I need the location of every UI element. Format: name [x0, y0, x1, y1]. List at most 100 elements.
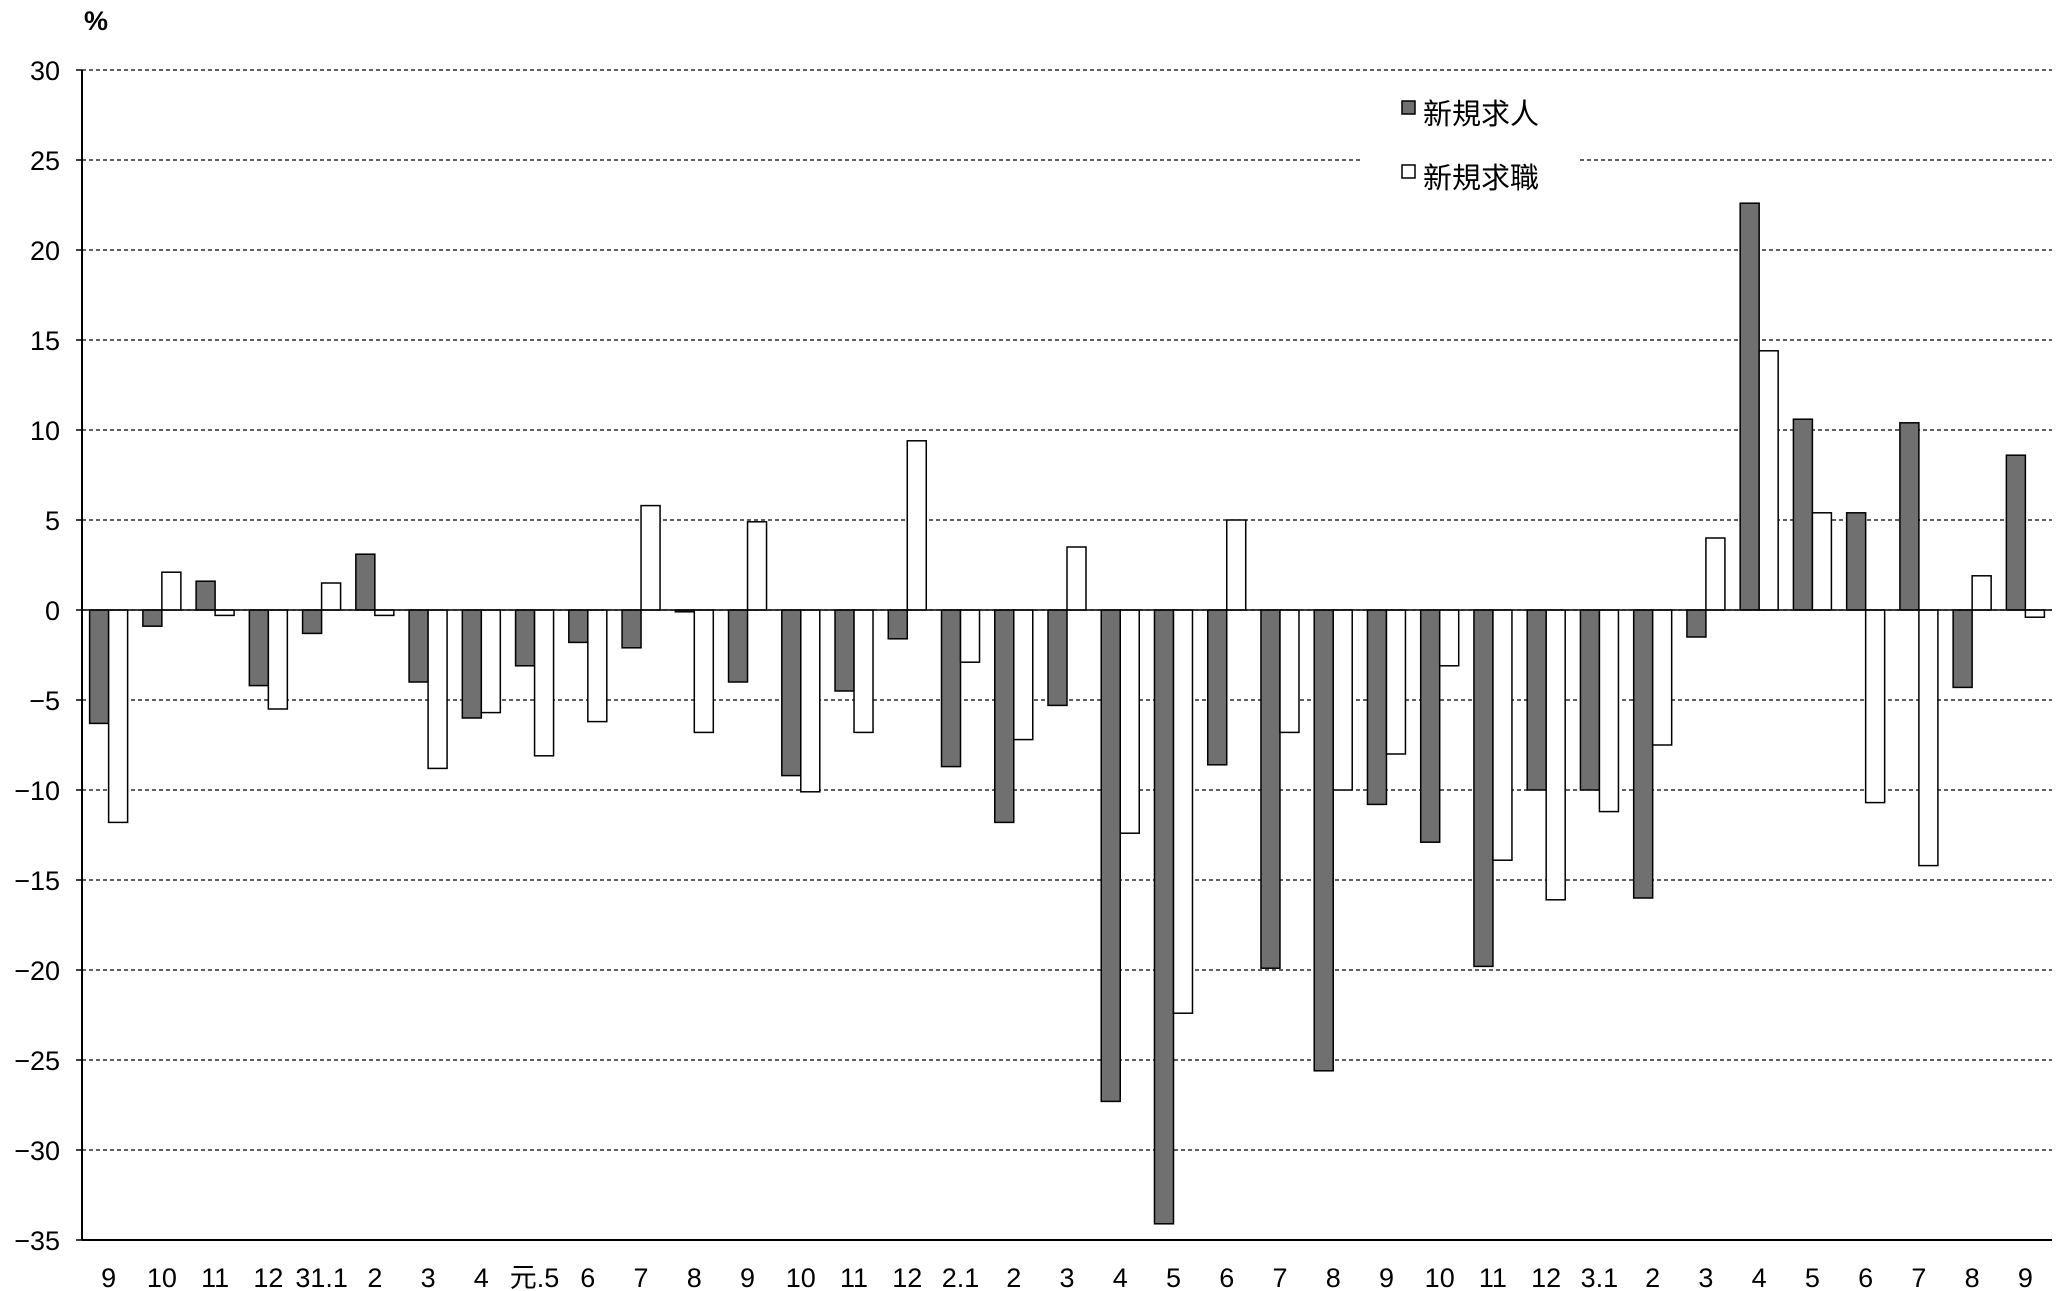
y-tick-label: 15 — [30, 326, 60, 356]
bar-new-job-offers-13 — [781, 609, 802, 777]
bar-new-job-offers-30 — [1686, 609, 1707, 638]
bar-new-job-seekers-17 — [1013, 609, 1034, 741]
bars — [88, 202, 2046, 1225]
legend-background — [1360, 88, 1580, 200]
y-tick-label: −20 — [14, 956, 60, 986]
bar-new-job-offers-15 — [887, 609, 909, 640]
bar-new-job-offers-36 — [2005, 454, 2027, 611]
bar-new-job-offers-10 — [621, 609, 642, 649]
bar-new-job-offers-21 — [1206, 609, 1228, 766]
x-tick-label: 12 — [1531, 1263, 1561, 1291]
bar-new-job-offers-26 — [1473, 609, 1494, 968]
x-tick-labels: 9 10 11 12 31.1 2 3 4 元.5 6 7 8 9 10 11 12 2.1 2 3 4 5 6 7 8 9 10… — [101, 1263, 2033, 1291]
bar-new-job-seekers-7 — [480, 609, 502, 714]
y-tick-label: −30 — [14, 1136, 60, 1166]
bar-new-job-offers-24 — [1366, 609, 1388, 806]
legend-label-new-job-seekers: 新規求職 — [1423, 161, 1539, 195]
y-tick-label: 0 — [45, 596, 60, 626]
x-tick-label: 7 — [634, 1263, 649, 1291]
bar-new-job-seekers-24 — [1385, 609, 1407, 755]
legend: 新規求人 新規求職 — [1360, 88, 1580, 200]
x-tick-label: 6 — [1219, 1263, 1234, 1291]
bar-new-job-offers-5 — [355, 553, 376, 611]
bar-new-job-seekers-10 — [640, 504, 661, 611]
x-tick-label: 6 — [580, 1263, 595, 1291]
x-tick-label: 11 — [201, 1263, 229, 1291]
legend-label-new-job-offers: 新規求人 — [1423, 97, 1539, 131]
x-tick-label: 31.1 — [295, 1263, 348, 1291]
x-tick-label: 10 — [1425, 1263, 1455, 1291]
bar-new-job-seekers-2 — [214, 609, 235, 617]
bar-new-job-seekers-18 — [1066, 546, 1087, 611]
bar-new-job-seekers-15 — [906, 440, 928, 611]
bar-new-job-offers-17 — [994, 609, 1015, 824]
bar-new-job-offers-19 — [1100, 609, 1121, 1103]
bar-new-job-offers-34 — [1899, 422, 1920, 611]
x-tick-label: 3 — [1059, 1263, 1074, 1291]
bar-new-job-seekers-4 — [320, 582, 342, 611]
x-tick-label: 2 — [1645, 1263, 1660, 1291]
x-tick-label: 5 — [1805, 1263, 1820, 1291]
y-axis-unit-label: % — [84, 6, 108, 36]
y-tick-label: −25 — [14, 1046, 60, 1076]
bar-new-job-seekers-22 — [1279, 609, 1300, 734]
bar-new-job-offers-7 — [461, 609, 483, 719]
bar-new-job-seekers-16 — [959, 609, 981, 663]
x-tick-label: 2 — [367, 1263, 382, 1291]
x-tick-label: 8 — [1326, 1263, 1341, 1291]
y-tick-label: −5 — [29, 686, 60, 716]
y-tick-label: 20 — [30, 236, 60, 266]
bar-new-job-seekers-27 — [1545, 609, 1566, 901]
x-tick-label: 12 — [253, 1263, 283, 1291]
bar-new-job-seekers-32 — [1811, 512, 1833, 611]
bar-new-job-offers-33 — [1845, 512, 1867, 611]
x-tick-label: 8 — [687, 1263, 702, 1291]
bar-new-job-offers-20 — [1153, 609, 1175, 1225]
bar-new-job-offers-3 — [248, 609, 270, 687]
bar-new-job-seekers-14 — [853, 609, 874, 734]
x-tick-label: 8 — [1965, 1263, 1980, 1291]
x-tick-label: 12 — [892, 1263, 922, 1291]
x-tick-label: 9 — [740, 1263, 755, 1291]
bar-new-job-offers-29 — [1632, 609, 1654, 899]
bar-new-job-offers-12 — [727, 609, 749, 683]
x-tick-label: 5 — [1166, 1263, 1181, 1291]
bar-new-job-seekers-6 — [427, 609, 448, 770]
x-tick-label: 11 — [840, 1263, 868, 1291]
bar-new-job-seekers-3 — [267, 609, 289, 710]
x-tick-label: 6 — [1858, 1263, 1873, 1291]
bar-new-job-offers-8 — [514, 609, 536, 667]
y-tick-label: 25 — [30, 146, 60, 176]
y-tick-label: −10 — [14, 776, 60, 806]
bar-new-job-seekers-11 — [693, 609, 715, 734]
bar-new-job-seekers-13 — [800, 609, 821, 793]
x-tick-label: 9 — [1379, 1263, 1394, 1291]
bar-new-job-offers-0 — [88, 609, 110, 725]
bar-new-job-offers-23 — [1313, 609, 1334, 1072]
bar-new-job-seekers-33 — [1864, 609, 1886, 804]
bar-new-job-seekers-0 — [107, 609, 129, 824]
bar-new-job-seekers-29 — [1651, 609, 1673, 746]
x-tick-label: 11 — [1479, 1263, 1507, 1291]
x-tick-label: 4 — [1113, 1263, 1128, 1291]
bar-new-job-seekers-23 — [1332, 609, 1353, 791]
bar-new-job-offers-27 — [1526, 609, 1547, 791]
bar-new-job-offers-4 — [301, 609, 323, 635]
bar-new-job-seekers-5 — [374, 609, 395, 617]
x-tick-label: 3.1 — [1581, 1263, 1619, 1291]
legend-swatch-new-job-seekers — [1401, 164, 1416, 179]
x-tick-label: 9 — [2018, 1263, 2033, 1291]
y-tick-labels: 30 25 20 15 10 5 0 −5 −10 −15 −20 −25 −30 −35 — [14, 56, 60, 1256]
bar-new-job-offers-2 — [195, 580, 216, 611]
x-tick-label: 9 — [101, 1263, 116, 1291]
y-tick-label: −15 — [14, 866, 60, 896]
bar-new-job-offers-28 — [1579, 609, 1601, 791]
x-tick-label: 4 — [1752, 1263, 1767, 1291]
bar-new-job-seekers-19 — [1119, 609, 1140, 834]
y-tick-label: 10 — [30, 416, 60, 446]
bar-new-job-offers-6 — [408, 609, 429, 683]
x-tick-label: 元.5 — [510, 1263, 560, 1291]
bar-new-job-seekers-20 — [1172, 609, 1194, 1014]
x-tick-label: 2.1 — [942, 1263, 980, 1291]
